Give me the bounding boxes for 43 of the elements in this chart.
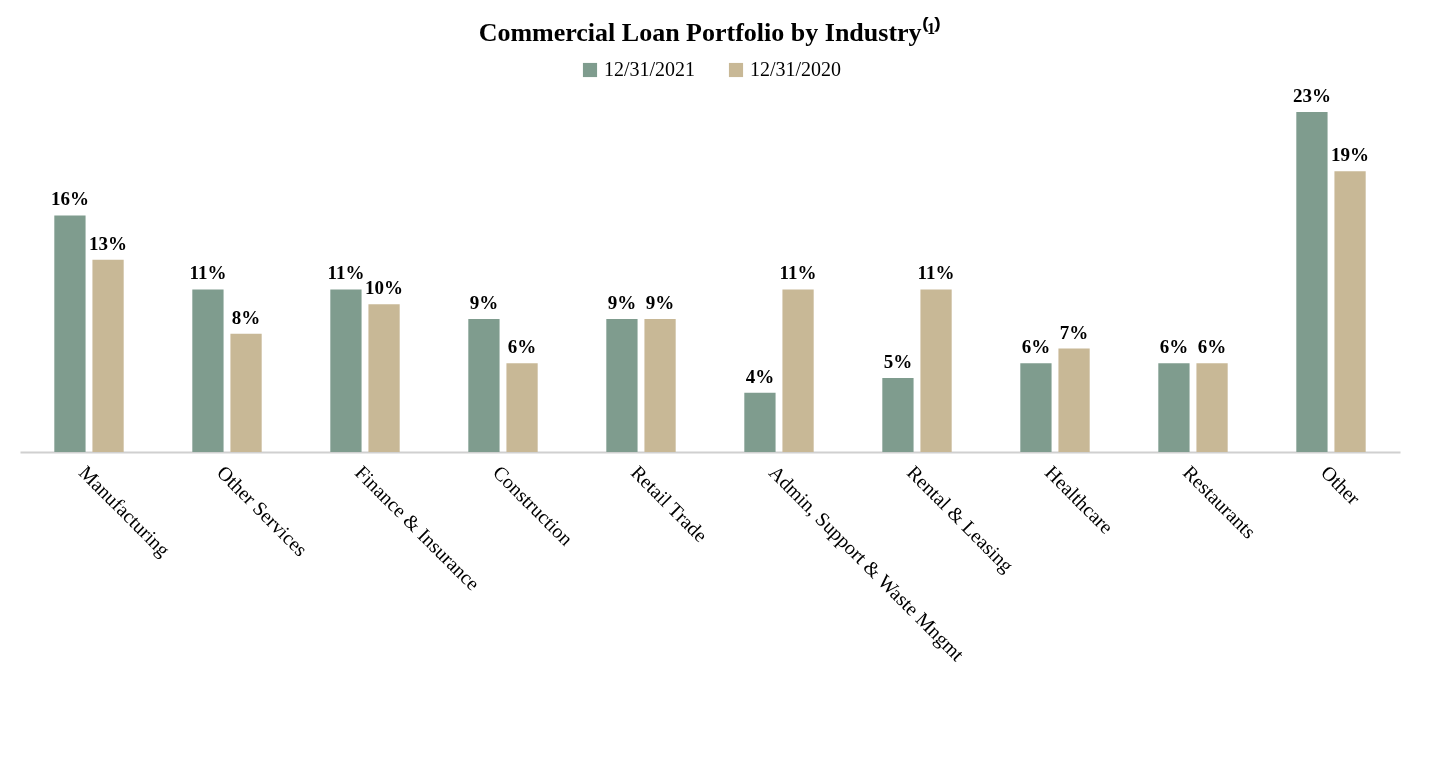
bar — [1158, 363, 1190, 452]
bar — [1020, 363, 1052, 452]
data-label: 9% — [607, 291, 637, 313]
bar — [330, 289, 362, 452]
data-label: 11% — [327, 262, 365, 284]
bar — [744, 392, 776, 452]
data-label: 5% — [883, 351, 913, 373]
data-label: 9% — [645, 291, 675, 313]
bar — [606, 318, 638, 452]
data-label: 19% — [1331, 144, 1370, 166]
data-label: 16% — [50, 188, 89, 210]
data-label: 23% — [1292, 85, 1331, 106]
data-label: 6% — [1159, 336, 1189, 358]
data-label: 4% — [745, 365, 775, 387]
data-label: 11% — [189, 262, 227, 284]
data-label: 6% — [1021, 336, 1051, 358]
legend-label: 12/31/2020 — [750, 58, 842, 80]
data-label: 10% — [365, 277, 404, 299]
bar — [92, 259, 124, 452]
bar — [468, 318, 500, 452]
data-label: 9% — [469, 291, 499, 313]
bar — [644, 318, 676, 452]
bar — [506, 363, 538, 452]
chart-title: Commercial Loan Portfolio by Industry⁽¹⁾ — [478, 16, 942, 47]
bar — [1296, 112, 1328, 452]
data-label: 6% — [1197, 336, 1227, 358]
bar — [54, 215, 86, 452]
bar — [882, 378, 914, 452]
bar — [920, 289, 952, 452]
data-label: 11% — [917, 262, 955, 284]
bar — [1058, 348, 1090, 452]
bar — [368, 304, 400, 452]
legend-label: 12/31/2021 — [604, 58, 696, 80]
data-label: 13% — [89, 232, 128, 254]
bar — [192, 289, 224, 452]
bar — [1334, 171, 1366, 452]
data-label: 6% — [507, 336, 537, 358]
data-label: 8% — [231, 306, 261, 328]
bar — [230, 333, 262, 452]
bar — [1196, 363, 1228, 452]
data-label: 7% — [1059, 321, 1089, 343]
bar — [782, 289, 814, 452]
data-label: 11% — [779, 262, 817, 284]
